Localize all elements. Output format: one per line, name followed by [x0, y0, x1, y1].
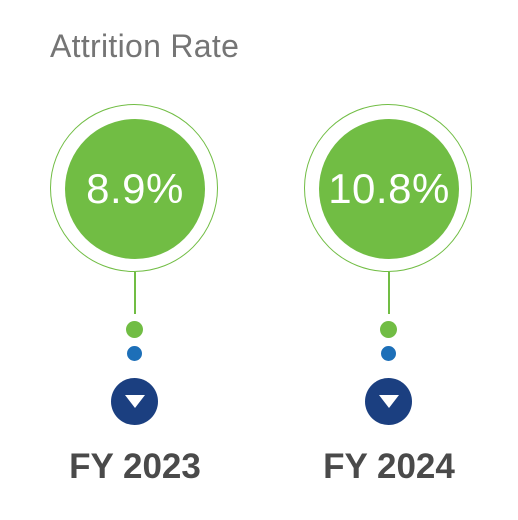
blue-dot [381, 346, 396, 361]
blue-dot [127, 346, 142, 361]
value-circle: 10.8% [319, 119, 459, 259]
stat-fy2024: 10.8% FY 2024 [269, 0, 509, 520]
down-triangle-icon [111, 378, 158, 425]
stat-value: 10.8% [328, 165, 450, 212]
connector-line [134, 272, 136, 314]
green-dot [380, 321, 397, 338]
outer-ring [50, 104, 218, 272]
connector-line [388, 272, 390, 314]
green-dot [126, 321, 143, 338]
value-circle: 8.9% [65, 119, 205, 259]
down-triangle-icon [365, 378, 412, 425]
stat-value: 8.9% [86, 165, 184, 212]
stat-fy2023: 8.9% FY 2023 [15, 0, 255, 520]
page-title: Attrition Rate [50, 28, 240, 64]
stat-year: FY 2023 [69, 447, 201, 486]
stat-year: FY 2024 [323, 447, 455, 486]
outer-ring [304, 104, 472, 272]
